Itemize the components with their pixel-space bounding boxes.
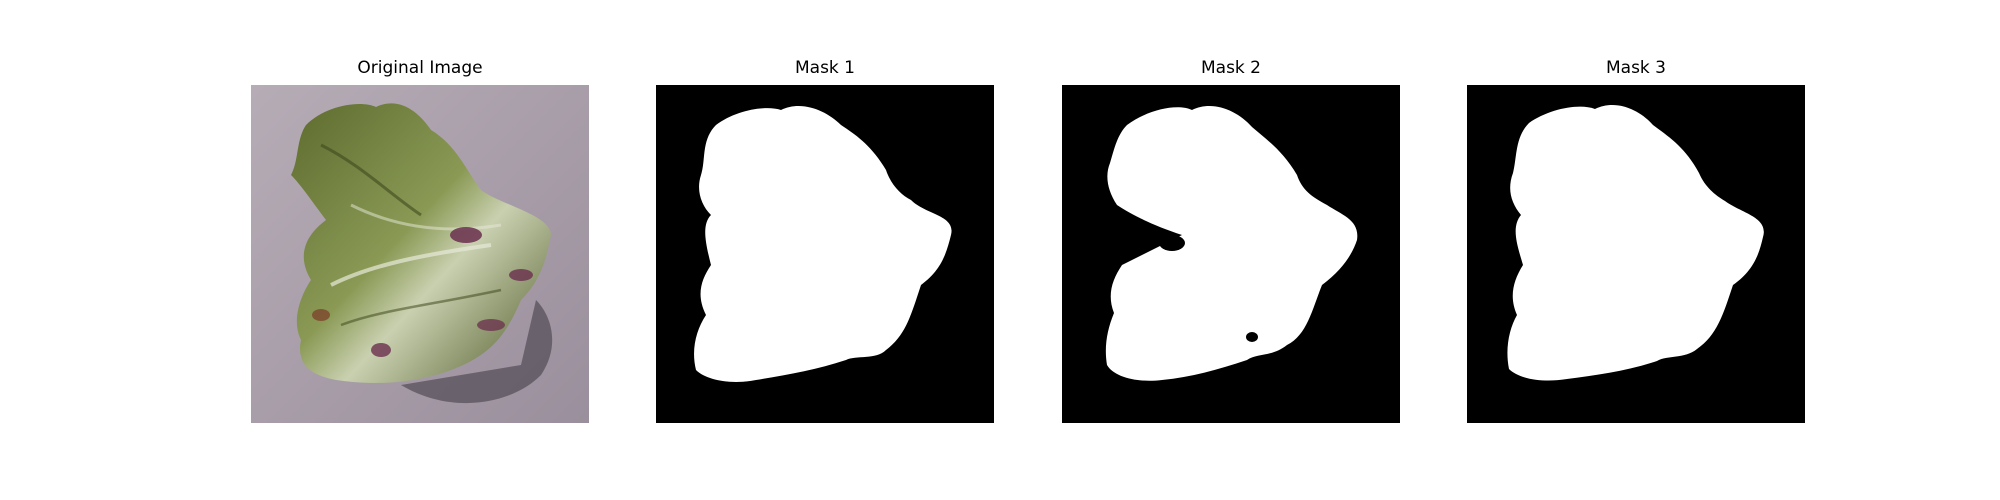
panel-original-image: Original Image (251, 58, 589, 423)
mask-image (656, 85, 994, 423)
mask-image (1062, 85, 1400, 423)
panel-title: Mask 2 (1200, 58, 1261, 78)
panel-title: Original Image (357, 58, 483, 78)
panel-title: Mask 3 (1605, 58, 1666, 78)
panel-title: Mask 1 (794, 58, 855, 78)
panel-mask-1: Mask 1 (656, 58, 994, 423)
original-photo (251, 85, 589, 423)
panel-mask-3: Mask 3 (1467, 58, 1805, 423)
panel-mask-2: Mask 2 (1062, 58, 1400, 423)
mask-image (1467, 85, 1805, 423)
